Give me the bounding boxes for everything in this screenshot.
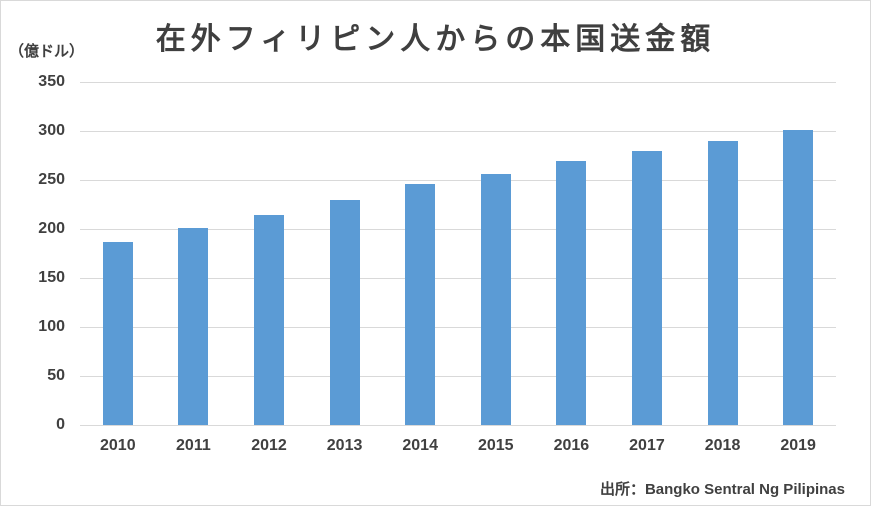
y-tick-label-50: 50 xyxy=(47,367,65,384)
bar-2013 xyxy=(329,199,360,425)
y-axis-unit-label: （億ドル） xyxy=(9,43,85,60)
x-tick-label-2011: 2011 xyxy=(176,437,211,454)
bar-slot-2010 xyxy=(80,82,156,425)
bar-slot-2012 xyxy=(231,82,307,425)
chart-title: 在外フィリピン人からの本国送金額 xyxy=(155,23,716,56)
gridline-50 xyxy=(80,376,836,377)
bar-slot-2014 xyxy=(382,82,458,425)
gridline-350 xyxy=(80,82,836,83)
y-tick-label-200: 200 xyxy=(38,220,65,237)
x-axis-labels: 2010 2011 2012 2013 2014 2015 2016 2017 2018 2019 xyxy=(80,437,836,455)
bar-2010 xyxy=(102,241,133,425)
bar-slot-2019 xyxy=(760,82,836,425)
y-tick-label-250: 250 xyxy=(38,171,65,188)
bar-2016 xyxy=(556,161,587,425)
x-tick-label-2010: 2010 xyxy=(100,437,136,454)
x-tick-label-2017: 2017 xyxy=(629,437,665,454)
gridline-200 xyxy=(80,229,836,230)
bar-series xyxy=(80,82,836,425)
x-tick-label-2019: 2019 xyxy=(780,437,816,454)
bar-2017 xyxy=(631,150,662,425)
y-tick-label-100: 100 xyxy=(38,318,65,335)
gridline-250 xyxy=(80,180,836,181)
bar-slot-2017 xyxy=(609,82,685,425)
y-gridlines xyxy=(80,82,836,426)
x-tick-label-2014: 2014 xyxy=(402,437,438,454)
bar-slot-2016 xyxy=(534,82,610,425)
y-tick-label-150: 150 xyxy=(38,269,65,286)
bar-2015 xyxy=(480,174,511,425)
y-tick-label-0: 0 xyxy=(56,416,65,433)
bar-2011 xyxy=(178,228,209,425)
x-tick-label-2018: 2018 xyxy=(704,437,741,454)
source-note: 出所：Bangko Sentral Ng Pilipinas xyxy=(599,481,845,498)
y-tick-label-350: 350 xyxy=(38,73,65,90)
bar-slot-2013 xyxy=(307,82,383,425)
bar-2012 xyxy=(253,215,284,425)
bar-2018 xyxy=(707,140,738,425)
bar-slot-2011 xyxy=(156,82,232,425)
bar-slot-2015 xyxy=(458,82,534,425)
x-tick-label-2015: 2015 xyxy=(477,437,514,454)
bar-2019 xyxy=(783,130,814,425)
x-tick-label-2016: 2016 xyxy=(553,437,590,454)
y-tick-label-300: 300 xyxy=(38,122,65,139)
gridline-0 xyxy=(80,425,836,426)
x-tick-label-2013: 2013 xyxy=(326,437,363,454)
bar-2014 xyxy=(405,183,436,425)
gridline-100 xyxy=(80,327,836,328)
y-axis-labels: 0 50 100 150 200 250 300 350 xyxy=(1,74,65,433)
gridline-300 xyxy=(80,131,836,132)
bar-slot-2018 xyxy=(685,82,761,425)
gridline-150 xyxy=(80,278,836,279)
x-tick-label-2012: 2012 xyxy=(251,437,287,454)
plot-area xyxy=(80,82,836,426)
